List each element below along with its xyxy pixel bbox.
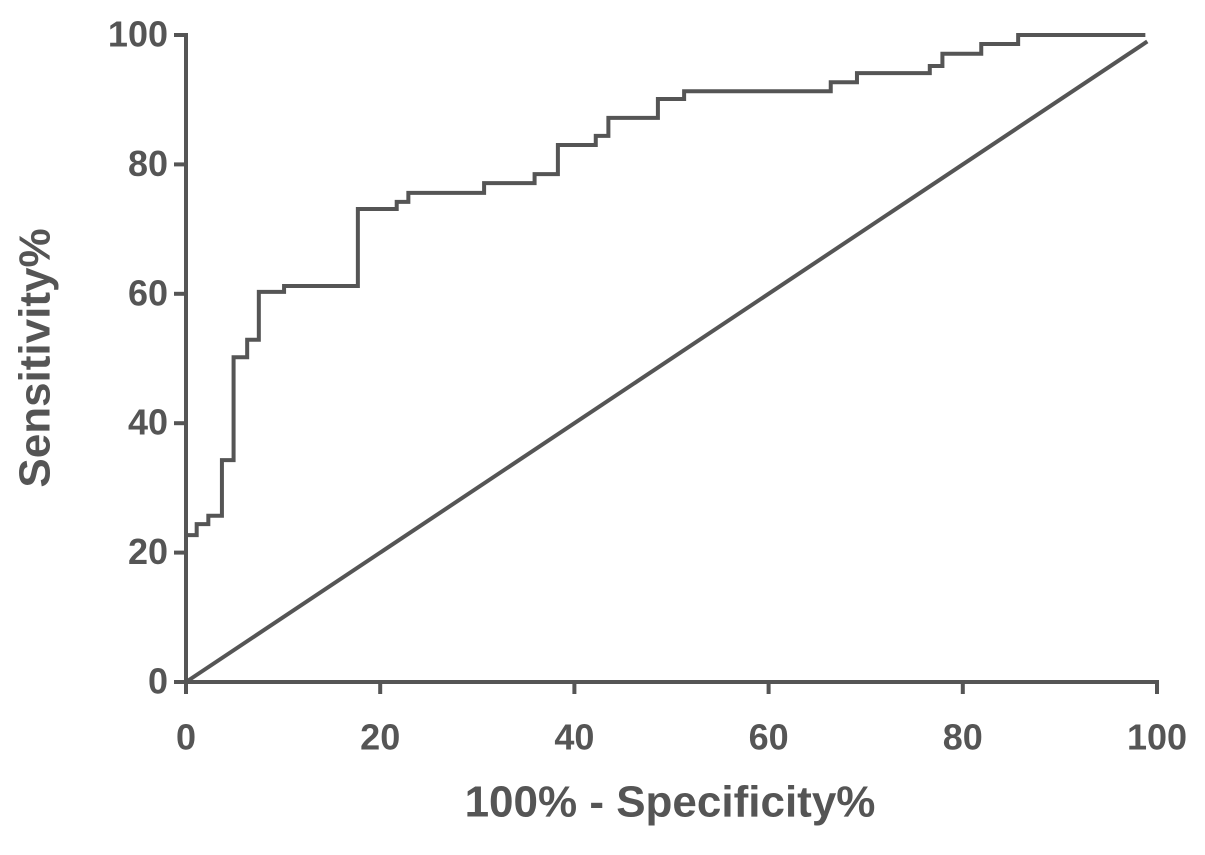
x-axis-label: 100% - Specificity% <box>465 778 876 827</box>
y-axis-label: Sensitivity% <box>11 228 60 487</box>
y-tick-label: 100 <box>108 14 168 55</box>
series-line <box>184 39 1149 684</box>
x-tick-label: 100 <box>1127 717 1187 758</box>
x-tick-label: 40 <box>554 717 594 758</box>
x-tick-label: 0 <box>176 717 196 758</box>
x-tick-label: 60 <box>749 717 789 758</box>
series-line <box>184 33 1146 682</box>
y-tick-label: 40 <box>128 402 168 443</box>
y-tick-label: 80 <box>128 143 168 184</box>
y-tick-label: 20 <box>128 531 168 572</box>
y-tick-label: 0 <box>148 661 168 702</box>
x-tick-label: 80 <box>943 717 983 758</box>
y-tick-label: 60 <box>128 272 168 313</box>
x-tick-label: 20 <box>360 717 400 758</box>
